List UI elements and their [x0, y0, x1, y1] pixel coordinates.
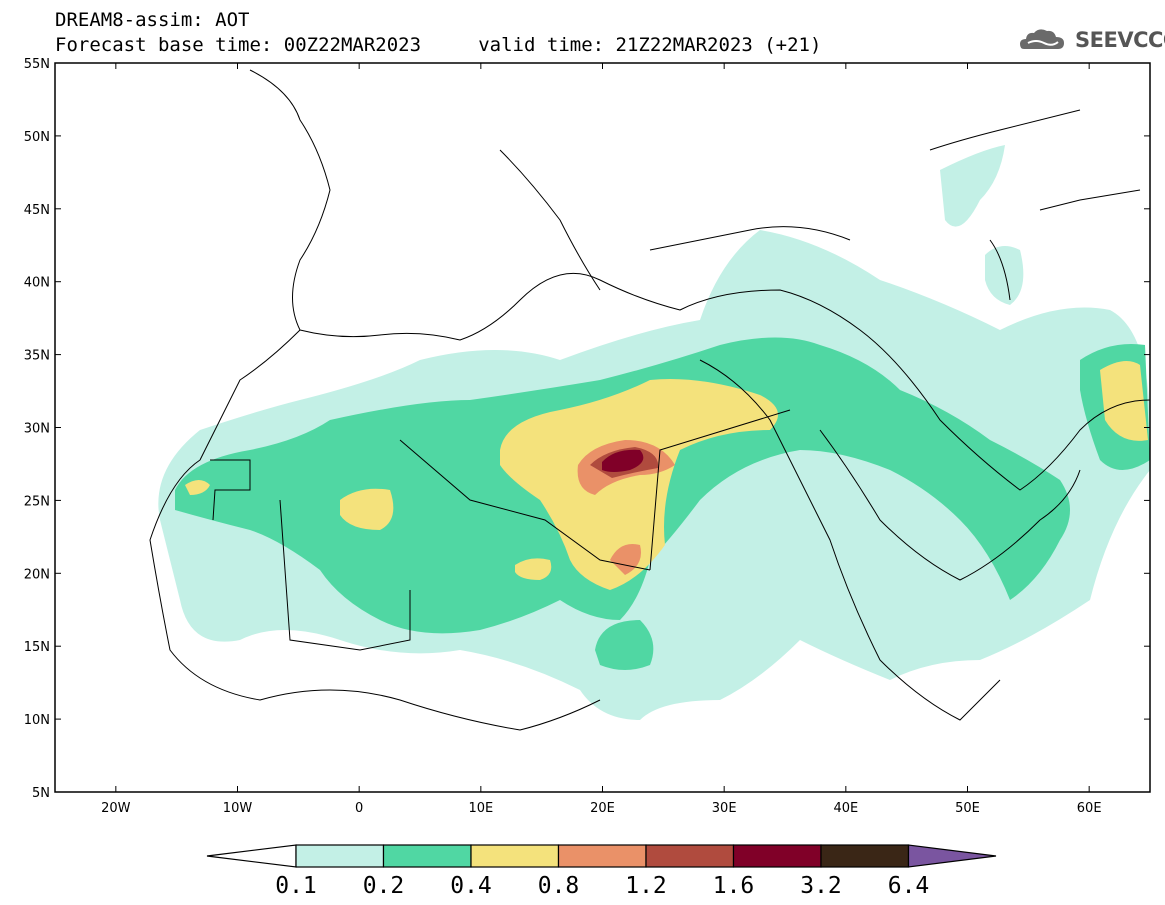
aot-level-yellow-patch-2: [515, 558, 552, 580]
lon-tick-label: 20W: [101, 801, 131, 816]
aot-level-light-caspian: [985, 246, 1024, 305]
aot-level-maroon: [602, 449, 644, 472]
aot-level-green-south: [595, 620, 654, 670]
lat-tick-label: 55N: [24, 57, 50, 72]
lat-tick-label: 10N: [24, 713, 50, 728]
lon-tick-label: 60E: [1077, 801, 1102, 816]
colorbar-label: 0.1: [275, 873, 317, 899]
aot-contours: [158, 145, 1150, 720]
axis-ticks: [55, 62, 1150, 793]
colorbar-label: 3.2: [800, 873, 842, 899]
aot-level-yellow-patch-3: [185, 480, 210, 495]
colorbar-label: 0.8: [538, 873, 580, 899]
colorbar-label: 1.6: [713, 873, 755, 899]
aot-level-yellow-patch-1: [340, 488, 394, 530]
lat-tick-label: 45N: [24, 203, 50, 218]
longitude-labels: 20W 10W 0 10E 20E 30E 40E 50E 60E: [101, 801, 1101, 816]
lat-tick-label: 15N: [24, 640, 50, 655]
colorbar-box: [820, 844, 910, 868]
lon-tick-label: 20E: [590, 801, 615, 816]
lon-tick-label: 10W: [223, 801, 253, 816]
lat-tick-label: 40N: [24, 276, 50, 291]
forecast-time-label: Forecast base time: 00Z22MAR2023 valid t…: [55, 34, 822, 56]
aot-level-light-north: [940, 145, 1005, 227]
lon-tick-label: 30E: [712, 801, 737, 816]
lon-tick-label: 10E: [468, 801, 493, 816]
lon-tick-label: 40E: [833, 801, 858, 816]
colorbar-box: [732, 844, 822, 868]
map-title: DREAM8-assim: AOT: [55, 9, 250, 31]
coastlines: [149, 69, 1150, 731]
lat-tick-label: 5N: [32, 786, 50, 801]
lat-tick-label: 35N: [24, 349, 50, 364]
aot-colorbar: 0.1 0.2 0.4 0.8 1.2 1.6 3.2 6.4: [206, 844, 997, 899]
logo-text: SEEVCCC: [1075, 28, 1165, 52]
colorbar-label: 0.2: [363, 873, 405, 899]
colorbar-arrow-low: [206, 844, 297, 868]
colorbar-arrow-high: [907, 844, 997, 868]
colorbar-label: 1.2: [625, 873, 667, 899]
lon-tick-label: 0: [355, 801, 363, 816]
latitude-labels: 55N 50N 45N 40N 35N 30N 25N 20N 15N 10N 5N: [24, 57, 50, 801]
lat-tick-label: 25N: [24, 494, 50, 509]
colorbar-box: [470, 844, 560, 868]
colorbar-box: [557, 844, 647, 868]
colorbar-label: 6.4: [888, 873, 930, 899]
lat-tick-label: 50N: [24, 130, 50, 145]
colorbar-label: 0.4: [450, 873, 492, 899]
cloud-logo-icon: [1020, 29, 1064, 49]
aot-level-orange-south: [610, 544, 641, 575]
lat-tick-label: 20N: [24, 567, 50, 582]
lon-tick-label: 50E: [955, 801, 980, 816]
colorbar-box: [295, 844, 385, 868]
colorbar-box: [382, 844, 472, 868]
lat-tick-label: 30N: [24, 422, 50, 437]
aot-level-yellow-east: [1100, 361, 1148, 441]
colorbar-box: [645, 844, 735, 868]
